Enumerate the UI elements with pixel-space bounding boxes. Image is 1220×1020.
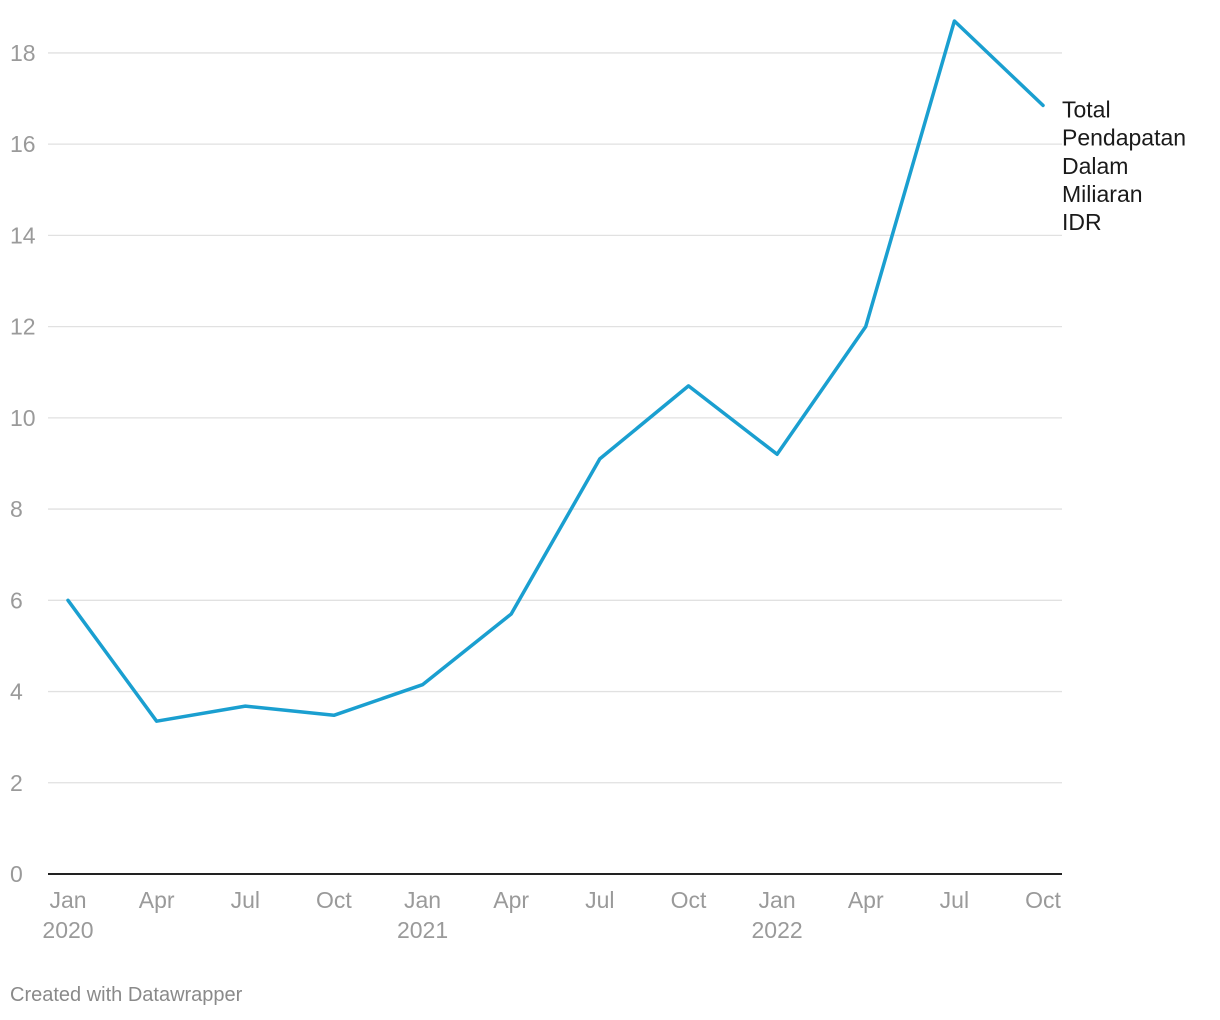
y-tick-label: 14 [10, 222, 36, 248]
series-label-line: Pendapatan [1062, 125, 1186, 151]
x-tick-label: Jul [940, 887, 969, 913]
series-label-line: IDR [1062, 209, 1102, 235]
x-tick-label: Oct [671, 887, 707, 913]
line-chart: 0 2 4 6 8 10 12 14 16 18 Jan 2020 Apr Jul Oct Jan 2021 A… [10, 19, 1186, 943]
x-tick-label: Jan [49, 887, 86, 913]
series-line [66, 19, 1045, 723]
x-tick-year-label: 2021 [397, 917, 448, 943]
x-tick-label: Apr [139, 887, 175, 913]
y-tick-label: 4 [10, 679, 23, 705]
x-tick-label: Apr [493, 887, 529, 913]
series-labels: Total Pendapatan Dalam Miliaran IDR [1062, 96, 1186, 235]
y-tick-label: 6 [10, 587, 23, 613]
y-tick-label: 12 [10, 314, 36, 340]
gridlines [48, 52, 1062, 784]
y-tick-label: 8 [10, 496, 23, 522]
series-lines [66, 19, 1045, 723]
x-tick-label: Oct [1025, 887, 1061, 913]
x-tick-label: Jul [585, 887, 614, 913]
y-axis-ticks: 0 2 4 6 8 10 12 14 16 18 [10, 40, 36, 887]
x-tick-label: Jul [231, 887, 260, 913]
x-tick-year-label: 2022 [752, 917, 803, 943]
series-label: Total Pendapatan Dalam Miliaran IDR [1062, 96, 1186, 235]
y-tick-label: 18 [10, 40, 36, 66]
x-tick-label: Apr [848, 887, 884, 913]
x-tick-label: Jan [759, 887, 796, 913]
series-label-line: Dalam [1062, 153, 1128, 179]
x-tick-year-label: 2020 [42, 917, 93, 943]
y-tick-label: 2 [10, 770, 23, 796]
x-axis-ticks: Jan 2020 Apr Jul Oct Jan 2021 Apr Jul Oct Jan 2022 A… [42, 887, 1061, 943]
y-tick-label: 10 [10, 405, 36, 431]
credit-text: Created with Datawrapper [10, 984, 243, 1006]
x-tick-label: Jan [404, 887, 441, 913]
series-label-line: Miliaran [1062, 181, 1143, 207]
series-label-line: Total [1062, 96, 1111, 122]
x-tick-label: Oct [316, 887, 352, 913]
y-tick-label: 0 [10, 861, 23, 887]
y-tick-label: 16 [10, 131, 36, 157]
